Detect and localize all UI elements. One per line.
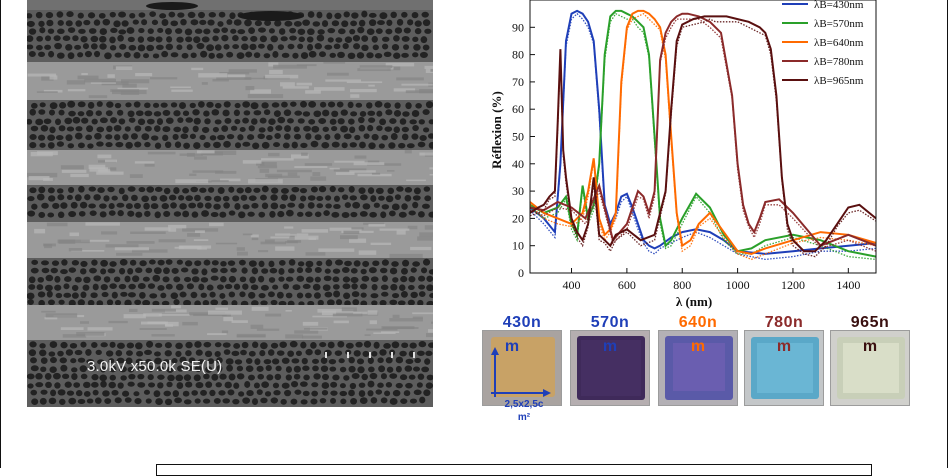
- x-tick-label: 1200: [781, 278, 805, 292]
- x-tick-label: 800: [673, 278, 691, 292]
- legend-label: λB=640nm: [814, 37, 864, 49]
- sample-photo: [658, 330, 738, 406]
- sample-photo-svg: [745, 331, 823, 405]
- y-tick-label: 70: [512, 75, 524, 89]
- sample-photo-svg: [483, 331, 561, 405]
- y-axis-label: Réflexion (%): [489, 91, 504, 169]
- reflection-chart-svg: 400 600 800 1000 1200 1400 0 10 20 30 40 50 60 70 80 90…: [489, 0, 877, 309]
- caption-box: [156, 464, 872, 476]
- sample-photo-svg: [659, 331, 737, 405]
- x-tick-label: 600: [618, 278, 636, 292]
- y-tick-label: 0: [518, 266, 524, 280]
- sample-label: 570n: [590, 314, 630, 331]
- x-tick-label: 1400: [836, 278, 860, 292]
- y-tick-label: 10: [512, 239, 524, 253]
- sample-size-label: 2,5x2,5c m²: [504, 399, 544, 423]
- sample-photo-svg: [831, 331, 909, 405]
- sample-label-suffix: m: [862, 338, 878, 355]
- sample-photo-svg: [571, 331, 649, 405]
- y-tick-label: 40: [512, 157, 524, 171]
- sample-label: 780n: [764, 314, 804, 331]
- sem-texture: [27, 0, 433, 407]
- sample-label-suffix: m: [776, 338, 792, 355]
- arrow-up-icon: [491, 347, 499, 355]
- legend-label: λB=780nm: [814, 56, 864, 68]
- x-tick-label: 1000: [726, 278, 750, 292]
- legend-label: λB=570nm: [814, 18, 864, 30]
- y-tick-label: 50: [512, 130, 524, 144]
- y-tick-label: 30: [512, 184, 524, 198]
- sample-photo: [830, 330, 910, 406]
- sample-label-suffix: m: [690, 338, 706, 355]
- arrow-right-icon: [543, 389, 551, 397]
- sample-label: 640n: [678, 314, 718, 331]
- y-tick-label: 90: [512, 20, 524, 34]
- series-line: [529, 12, 877, 247]
- sample-photo: [482, 330, 562, 406]
- series-line-measured: [529, 12, 877, 261]
- series-line: [529, 9, 877, 255]
- sem-image: 3.0kV x50.0k SE(U): [27, 0, 433, 407]
- sample-photo: [744, 330, 824, 406]
- sample-label: 965n: [850, 314, 890, 331]
- sem-caption: 3.0kV x50.0k SE(U): [87, 358, 223, 375]
- series-line-measured: [529, 18, 877, 258]
- sample-photo: [570, 330, 650, 406]
- x-tick-label: 400: [563, 278, 581, 292]
- legend-label: λB=430nm: [814, 0, 864, 11]
- reflection-chart: 400 600 800 1000 1200 1400 0 10 20 30 40 50 60 70 80 90…: [480, 0, 890, 315]
- sample-label-suffix: m: [602, 338, 618, 355]
- series-line-measured: [529, 18, 877, 252]
- sample-label-suffix: m: [504, 338, 520, 355]
- y-tick-label: 60: [512, 102, 524, 116]
- sample-photos: 430n m 2,5x2,5c m² 570n m 640n m: [480, 314, 920, 434]
- y-tick-label: 80: [512, 48, 524, 62]
- series-line-measured: [529, 12, 877, 261]
- series-line: [529, 15, 877, 253]
- x-axis-label: λ (nm): [676, 294, 712, 309]
- legend-label: λB=965nm: [814, 75, 864, 87]
- sample-label: 430n: [502, 314, 542, 331]
- series-line-measured: [529, 12, 877, 261]
- y-tick-label: 20: [512, 211, 524, 225]
